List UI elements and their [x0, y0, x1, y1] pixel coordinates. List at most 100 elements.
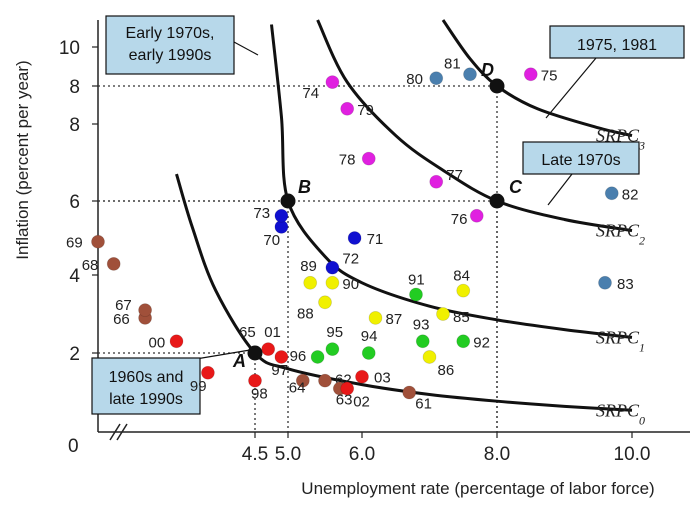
data-point-90	[325, 275, 340, 290]
axis-break-mark-2	[116, 423, 128, 441]
data-point-87	[368, 310, 383, 325]
callout-text: late 1990s	[109, 391, 183, 408]
data-point-79	[340, 101, 355, 116]
data-point-69	[91, 234, 105, 249]
x-tick-label: 4.5	[242, 444, 268, 465]
equilibrium-point-C	[489, 193, 505, 209]
data-label-61: 61	[415, 396, 432, 413]
srpc-1-curve	[270, 24, 633, 339]
callouts: Early 1970s, early 1990s 1975, 1981 Late 19…	[91, 15, 685, 415]
callout-text: Early 1970s,	[126, 25, 215, 42]
data-label-88: 88	[297, 305, 314, 322]
equilibrium-label-C: C	[509, 177, 523, 197]
data-point-94	[361, 346, 376, 360]
data-label-86: 86	[438, 362, 455, 379]
data-point-99	[200, 365, 215, 380]
callout-leader-line	[233, 41, 259, 56]
callout-leader-line	[547, 173, 573, 206]
data-label-75: 75	[541, 67, 558, 84]
data-point-95	[325, 342, 340, 357]
data-point-64	[295, 373, 310, 388]
data-point-68	[106, 256, 121, 271]
data-label-63: 63	[336, 392, 353, 409]
callout-text: Late 1970s	[541, 152, 620, 169]
srpc-2-curve	[316, 19, 633, 233]
data-point-88	[318, 295, 332, 310]
data-point-85	[436, 307, 450, 321]
data-label-85: 85	[453, 309, 470, 326]
data-label-80: 80	[406, 71, 423, 88]
x-axis-title: Unemployment rate (percentage of labor f…	[301, 479, 654, 498]
data-label-69: 69	[66, 235, 83, 252]
data-label-76: 76	[451, 211, 468, 228]
data-point-01	[261, 342, 276, 357]
equilibrium-points: A B C D	[232, 60, 523, 371]
x-tick-label: 10.0	[614, 444, 651, 465]
data-point-83	[598, 275, 612, 290]
axis-break-mark-1	[109, 423, 121, 441]
data-point-82	[604, 186, 619, 201]
data-label-01: 01	[264, 324, 281, 341]
data-label-97: 97	[271, 362, 288, 379]
x-tick-label: 5.0	[275, 444, 301, 465]
data-label-92: 92	[473, 334, 490, 351]
data-point-97	[274, 350, 289, 364]
data-label-94: 94	[361, 328, 378, 345]
data-point-02	[340, 381, 355, 396]
equilibrium-label-D: D	[481, 60, 494, 80]
data-label-77: 77	[446, 167, 463, 184]
callout-box	[522, 141, 640, 175]
srpc-0-curve	[175, 173, 633, 412]
y-axis-title: Inflation (percent per year)	[13, 60, 32, 259]
data-label-74: 74	[302, 85, 319, 102]
data-point-98	[248, 373, 262, 388]
srpc-1-label: SRPC1	[596, 327, 645, 354]
data-label-68: 68	[82, 257, 99, 274]
data-label-65: 65	[239, 324, 256, 341]
data-label-87: 87	[386, 311, 403, 328]
callout-box	[105, 15, 235, 75]
data-label-03: 03	[374, 370, 391, 387]
y-tick-label: 2	[69, 344, 80, 365]
data-label-73: 73	[253, 205, 270, 222]
data-label-79: 79	[357, 102, 374, 119]
data-point-76	[469, 208, 484, 223]
callout-box	[91, 357, 201, 415]
data-point-91	[409, 287, 423, 302]
data-label-66: 66	[113, 311, 130, 328]
data-label-84: 84	[453, 268, 470, 285]
data-point-84	[456, 283, 471, 298]
y-tick-label: 10	[59, 38, 80, 59]
data-point-74	[325, 75, 340, 89]
callout-text: 1960s and	[109, 369, 184, 386]
data-point-81	[463, 67, 477, 82]
equilibrium-label-A: A	[232, 351, 246, 371]
callout-leader-line	[545, 57, 597, 119]
data-label-72: 72	[342, 251, 359, 268]
srpc-0-label: SRPC0	[596, 400, 645, 427]
data-label-89: 89	[300, 258, 317, 275]
data-label-93: 93	[413, 316, 430, 333]
y-tick-label: 6	[69, 192, 80, 213]
data-label-90: 90	[342, 276, 359, 293]
x-tick-label: 6.0	[349, 444, 375, 465]
data-point-62	[318, 373, 332, 388]
data-point-96	[310, 350, 325, 364]
data-point-80	[429, 71, 444, 86]
data-label-99: 99	[190, 378, 207, 395]
callout-text: early 1990s	[129, 47, 212, 64]
data-point-71	[347, 231, 362, 245]
srpc-3-curve	[441, 19, 633, 138]
data-label-64: 64	[289, 380, 306, 397]
data-point-93	[415, 334, 430, 349]
data-label-67: 67	[115, 297, 132, 314]
callout-text: 1975, 1981	[577, 37, 657, 54]
data-point-72	[325, 260, 340, 275]
data-label-82: 82	[622, 186, 639, 203]
data-point-75	[523, 67, 538, 82]
data-point-73	[274, 208, 289, 223]
data-point-86	[422, 350, 437, 364]
data-label-98: 98	[251, 386, 268, 403]
